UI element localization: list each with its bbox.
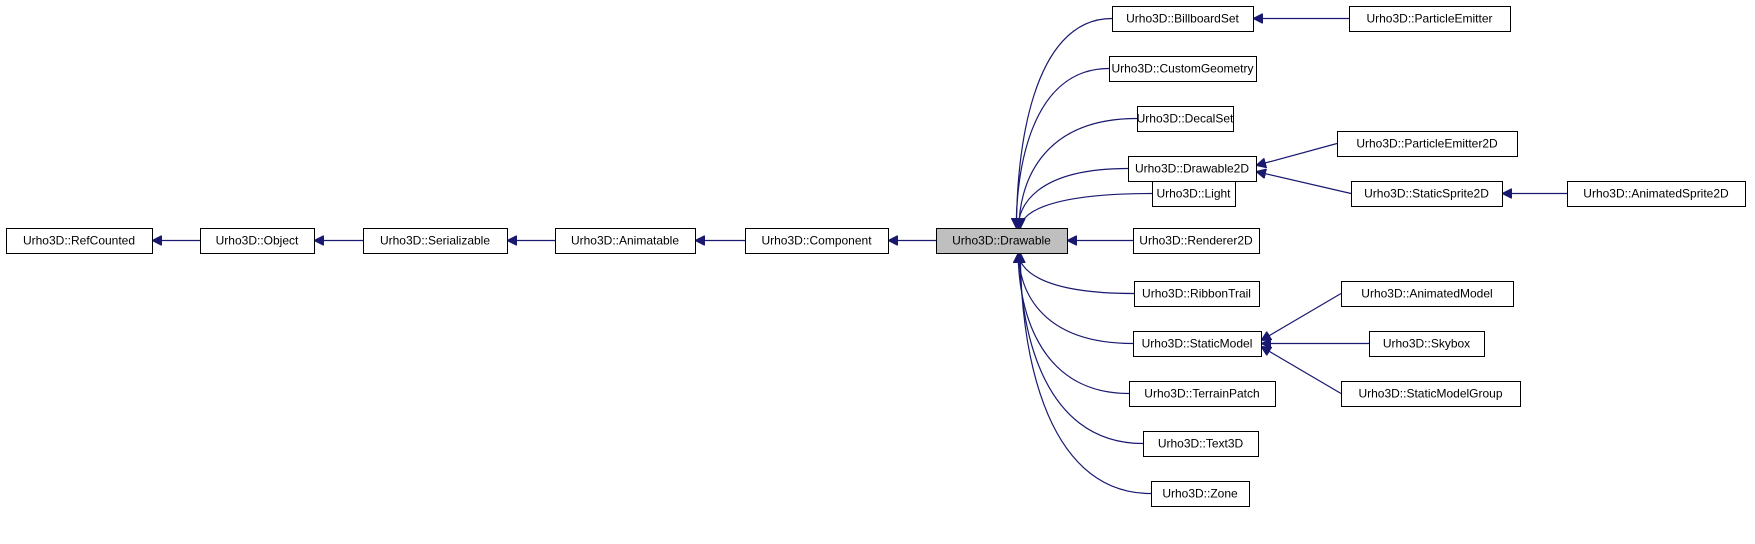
- node-box-decalset: [1137, 106, 1234, 132]
- node-box-object: [200, 228, 315, 254]
- node-box-refcounted: [6, 228, 153, 254]
- edge-customgeometry-to-drawable: [1016, 67, 1110, 229]
- node-component[interactable]: Urho3D::Component: [745, 228, 889, 254]
- edge-light-to-drawable: [1021, 192, 1153, 229]
- node-customgeometry[interactable]: Urho3D::CustomGeometry: [1109, 56, 1257, 82]
- node-label-renderer2d: Urho3D::Renderer2D: [1139, 234, 1253, 248]
- node-drawable2d[interactable]: Urho3D::Drawable2D: [1128, 156, 1257, 182]
- edge-terrainpatch-to-drawable: [1018, 253, 1130, 395]
- node-particleemitter[interactable]: Urho3D::ParticleEmitter: [1349, 6, 1511, 32]
- node-skybox[interactable]: Urho3D::Skybox: [1369, 331, 1485, 357]
- node-label-particleemitter2d: Urho3D::ParticleEmitter2D: [1356, 137, 1498, 151]
- node-box-staticsprite2d: [1351, 181, 1503, 207]
- edges-layer: [152, 19, 1567, 495]
- node-drawable[interactable]: Urho3D::Drawable: [936, 228, 1068, 254]
- edge-staticmodelgroup-to-staticmodel: [1261, 347, 1342, 395]
- node-label-skybox: Urho3D::Skybox: [1383, 337, 1470, 351]
- node-object[interactable]: Urho3D::Object: [200, 228, 315, 254]
- node-label-text3d: Urho3D::Text3D: [1158, 437, 1244, 451]
- node-label-animatedmodel: Urho3D::AnimatedModel: [1361, 287, 1492, 301]
- node-label-animatable: Urho3D::Animatable: [571, 234, 679, 248]
- node-staticmodelgroup[interactable]: Urho3D::StaticModelGroup: [1341, 381, 1521, 407]
- node-box-light: [1152, 181, 1236, 207]
- node-staticmodel[interactable]: Urho3D::StaticModel: [1133, 331, 1262, 357]
- node-zone[interactable]: Urho3D::Zone: [1151, 481, 1250, 507]
- node-box-skybox: [1369, 331, 1485, 357]
- node-box-renderer2d: [1133, 228, 1260, 254]
- node-label-particleemitter: Urho3D::ParticleEmitter: [1366, 12, 1492, 26]
- node-refcounted[interactable]: Urho3D::RefCounted: [6, 228, 153, 254]
- node-label-refcounted: Urho3D::RefCounted: [23, 234, 135, 248]
- node-renderer2d[interactable]: Urho3D::Renderer2D: [1133, 228, 1260, 254]
- node-box-serializable: [363, 228, 508, 254]
- node-label-staticsprite2d: Urho3D::StaticSprite2D: [1364, 187, 1489, 201]
- node-label-billboardset: Urho3D::BillboardSet: [1126, 12, 1239, 26]
- node-label-object: Urho3D::Object: [216, 234, 299, 248]
- node-label-component: Urho3D::Component: [761, 234, 872, 248]
- node-ribbontrail[interactable]: Urho3D::RibbonTrail: [1134, 281, 1260, 307]
- node-label-decalset: Urho3D::DecalSet: [1137, 112, 1234, 126]
- node-animatedsprite2d[interactable]: Urho3D::AnimatedSprite2D: [1567, 181, 1746, 207]
- node-box-particleemitter2d: [1337, 131, 1518, 157]
- node-box-terrainpatch: [1129, 381, 1276, 407]
- edge-staticmodel-to-drawable: [1019, 253, 1134, 345]
- node-box-component: [745, 228, 889, 254]
- node-box-staticmodel: [1133, 331, 1262, 357]
- node-decalset[interactable]: Urho3D::DecalSet: [1137, 106, 1234, 132]
- node-billboardset[interactable]: Urho3D::BillboardSet: [1112, 6, 1254, 32]
- node-label-customgeometry: Urho3D::CustomGeometry: [1111, 62, 1253, 76]
- node-box-customgeometry: [1109, 56, 1257, 82]
- edge-animatedmodel-to-staticmodel: [1261, 292, 1342, 341]
- node-box-ribbontrail: [1134, 281, 1260, 307]
- node-box-animatedmodel: [1341, 281, 1514, 307]
- edge-text3d-to-drawable: [1020, 253, 1144, 445]
- node-box-text3d: [1143, 431, 1259, 457]
- node-animatedmodel[interactable]: Urho3D::AnimatedModel: [1341, 281, 1514, 307]
- node-box-drawable: [936, 228, 1068, 254]
- node-label-staticmodel: Urho3D::StaticModel: [1142, 337, 1253, 351]
- node-animatable[interactable]: Urho3D::Animatable: [555, 228, 696, 254]
- edge-decalset-to-drawable: [1019, 117, 1138, 229]
- edge-staticsprite2d-to-drawable2d: [1256, 172, 1352, 195]
- node-box-animatable: [555, 228, 696, 254]
- node-label-drawable2d: Urho3D::Drawable2D: [1135, 162, 1249, 176]
- node-box-staticmodelgroup: [1341, 381, 1521, 407]
- node-light[interactable]: Urho3D::Light: [1152, 181, 1236, 207]
- node-label-serializable: Urho3D::Serializable: [380, 234, 490, 248]
- nodes-layer: Urho3D::RefCounted Urho3D::Object Urho3D::…: [6, 6, 1746, 507]
- node-label-light: Urho3D::Light: [1156, 187, 1231, 201]
- edge-zone-to-drawable: [1020, 253, 1152, 495]
- node-serializable[interactable]: Urho3D::Serializable: [363, 228, 508, 254]
- node-box-billboardset: [1112, 6, 1254, 32]
- node-box-particleemitter: [1349, 6, 1511, 32]
- node-label-ribbontrail: Urho3D::RibbonTrail: [1142, 287, 1251, 301]
- edge-ribbontrail-to-drawable: [1019, 252, 1135, 295]
- node-label-terrainpatch: Urho3D::TerrainPatch: [1144, 387, 1259, 401]
- edge-particleemitter2d-to-drawable2d: [1256, 142, 1338, 166]
- node-label-animatedsprite2d: Urho3D::AnimatedSprite2D: [1583, 187, 1729, 201]
- node-terrainpatch[interactable]: Urho3D::TerrainPatch: [1129, 381, 1276, 407]
- node-box-zone: [1151, 481, 1250, 507]
- node-label-drawable: Urho3D::Drawable: [952, 234, 1051, 248]
- node-staticsprite2d[interactable]: Urho3D::StaticSprite2D: [1351, 181, 1503, 207]
- node-box-animatedsprite2d: [1567, 181, 1746, 207]
- node-label-staticmodelgroup: Urho3D::StaticModelGroup: [1358, 387, 1502, 401]
- node-text3d[interactable]: Urho3D::Text3D: [1143, 431, 1259, 457]
- node-label-zone: Urho3D::Zone: [1162, 487, 1238, 501]
- node-particleemitter2d[interactable]: Urho3D::ParticleEmitter2D: [1337, 131, 1518, 157]
